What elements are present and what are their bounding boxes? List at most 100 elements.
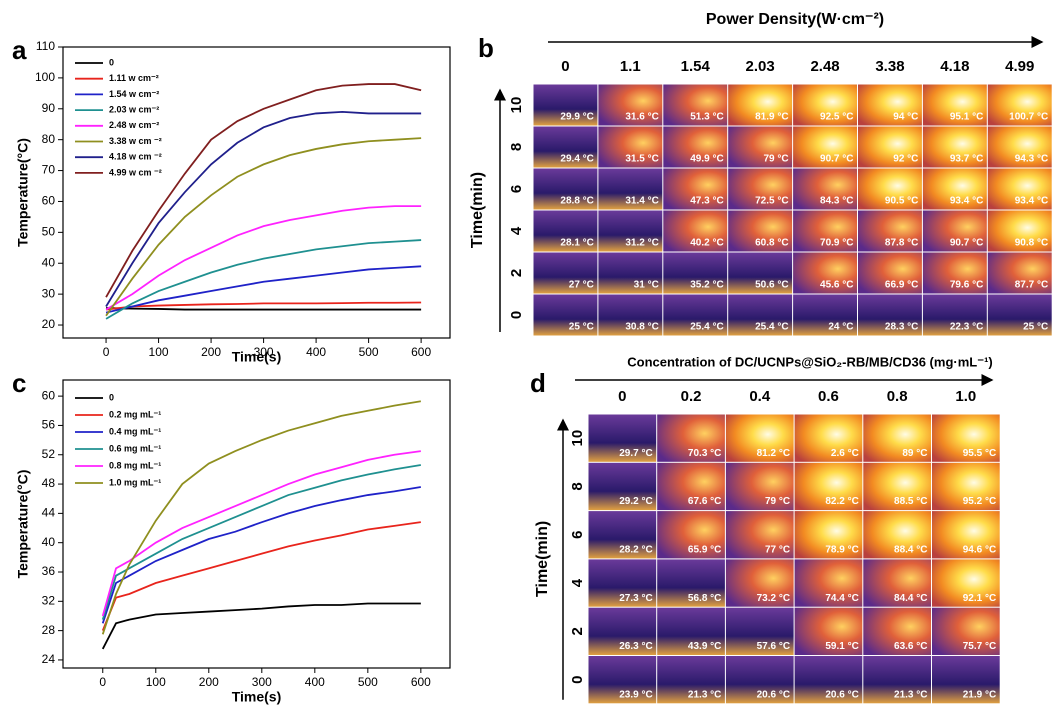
temperature-label: 90.5 °C <box>885 196 918 207</box>
temperature-label: 63.6 °C <box>894 641 927 652</box>
thermal-image <box>588 511 657 559</box>
temperature-label: 21.9 °C <box>963 689 996 700</box>
temperature-label: 50.6 °C <box>755 280 788 291</box>
thermal-image <box>588 462 657 511</box>
thermal-image <box>987 168 1052 210</box>
thermal-image <box>863 656 931 704</box>
temperature-label: 82.2 °C <box>825 496 858 507</box>
series-line <box>101 521 421 631</box>
thermal-image <box>657 414 725 462</box>
column-label: 3.38 <box>875 58 904 75</box>
x-tick-label: 300 <box>252 675 272 689</box>
thermal-image <box>987 210 1052 252</box>
temperature-label: 93.4 °C <box>950 196 983 207</box>
thermal-image <box>533 126 598 168</box>
series-line <box>105 137 422 317</box>
thermal-image <box>725 559 794 607</box>
x-tick-label: 600 <box>411 675 431 689</box>
temperature-label: 28.3 °C <box>885 322 918 333</box>
row-label: 6 <box>508 185 525 193</box>
temperature-label: 31.5 °C <box>625 154 658 165</box>
temperature-label: 67.6 °C <box>688 496 721 507</box>
legend-label: 0.4 mg mL⁻¹ <box>109 426 161 436</box>
row-label: 10 <box>508 97 525 114</box>
x-tick-label: 500 <box>359 345 379 359</box>
x-tick-label: 500 <box>358 675 378 689</box>
column-label: 0.8 <box>887 388 908 405</box>
panel-label: b <box>478 33 494 63</box>
x-tick-label: 0 <box>103 345 110 359</box>
series-line <box>105 239 422 320</box>
temperature-label: 23.9 °C <box>619 689 652 700</box>
y-tick-label: 52 <box>42 447 56 461</box>
panel-label: a <box>12 35 27 65</box>
y-tick-label: 28 <box>42 623 56 637</box>
thermal-image <box>932 511 1000 559</box>
y-tick-label: 110 <box>36 39 55 53</box>
legend-label: 2.03 w cm⁻² <box>109 104 159 114</box>
column-label: 0.2 <box>681 388 702 405</box>
thermal-image <box>728 252 793 294</box>
x-tick-label: 400 <box>305 675 325 689</box>
temperature-label: 2.6 °C <box>831 448 859 459</box>
thermal-image <box>657 511 725 559</box>
temperature-label: 45.6 °C <box>820 280 853 291</box>
thermal-image <box>922 210 987 252</box>
thermal-image <box>987 294 1052 336</box>
thermal-image <box>794 607 863 655</box>
thermal-image <box>922 168 987 210</box>
y-tick-label: 80 <box>42 132 56 146</box>
thermal-image <box>728 294 793 336</box>
temperature-label: 94 °C <box>893 112 918 123</box>
temperature-label: 20.6 °C <box>825 689 858 700</box>
column-label: 2.48 <box>810 58 839 75</box>
legend-label: 1.54 w cm⁻² <box>109 89 159 99</box>
thermal-image <box>663 210 728 252</box>
plot-frame <box>62 379 451 669</box>
temperature-label: 95.2 °C <box>963 496 996 507</box>
thermal-image <box>533 168 598 210</box>
temperature-label: 78.9 °C <box>825 545 858 556</box>
x-axis-label: Time(s) <box>232 349 282 365</box>
thermal-image <box>663 252 728 294</box>
row-label: 0 <box>569 675 586 683</box>
temperature-label: 49.9 °C <box>690 154 723 165</box>
thermal-image <box>858 84 922 126</box>
thermal-image <box>794 462 863 511</box>
temperature-label: 95.5 °C <box>963 448 996 459</box>
y-tick-label: 40 <box>42 255 56 269</box>
x-tick-label: 200 <box>201 345 221 359</box>
thermal-image <box>858 210 922 252</box>
series-line <box>105 83 422 298</box>
thermal-image <box>657 462 725 511</box>
y-tick-label: 36 <box>42 564 56 578</box>
legend-label: 1.11 w cm⁻² <box>109 73 159 83</box>
thermal-image <box>533 210 598 252</box>
legend-label: 0.8 mg mL⁻¹ <box>109 460 161 470</box>
thermal-image <box>598 126 663 168</box>
thermal-image <box>922 252 987 294</box>
temperature-label: 25.4 °C <box>755 322 788 333</box>
legend-label: 1.0 mg mL⁻¹ <box>109 477 161 487</box>
x-tick-label: 200 <box>199 675 219 689</box>
temperature-label: 40.2 °C <box>690 238 723 249</box>
row-label: 0 <box>508 311 525 319</box>
temperature-label: 84.4 °C <box>894 593 927 604</box>
legend-label: 4.99 w cm ⁻² <box>109 167 162 177</box>
thermal-image <box>793 84 857 126</box>
temperature-label: 20.6 °C <box>757 689 790 700</box>
thermal-image <box>932 559 1000 607</box>
thermal-image <box>863 462 931 511</box>
y-tick-label: 70 <box>42 163 56 177</box>
temperature-label: 59.1 °C <box>825 641 858 652</box>
y-tick-label: 50 <box>42 225 56 239</box>
thermal-image <box>863 414 931 462</box>
temperature-label: 25 °C <box>569 322 594 333</box>
y-tick-label: 24 <box>42 652 56 666</box>
temperature-label: 30.8 °C <box>625 322 658 333</box>
temperature-label: 77 °C <box>765 545 790 556</box>
series-line <box>106 307 422 311</box>
thermal-image <box>794 414 863 462</box>
y-tick-label: 20 <box>42 317 56 331</box>
row-label: 2 <box>508 269 525 277</box>
